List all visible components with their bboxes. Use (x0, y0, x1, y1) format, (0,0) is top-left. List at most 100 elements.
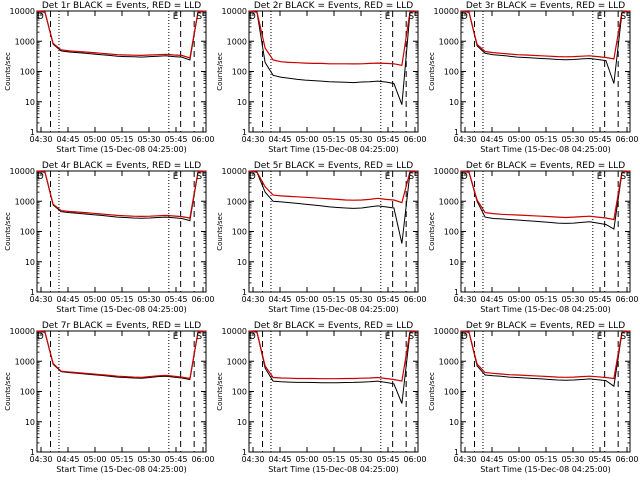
x-tick-label: 04:45 (268, 455, 291, 464)
series-line-events (460, 170, 631, 230)
y-tick-label: 10000 (10, 167, 35, 176)
y-tick-label: 1 (454, 128, 459, 137)
event-letter-marker: S (408, 172, 414, 182)
series-line-lld (460, 10, 631, 60)
x-tick-label: 05:00 (507, 455, 530, 464)
event-letter-marker: D (37, 12, 44, 22)
x-tick-label: 06:00 (403, 295, 426, 304)
chart-title: Det 1r BLACK = Events, RED = LLD (42, 1, 201, 11)
y-tick-label: 1 (30, 128, 35, 137)
y-axis-title: Counts/sec (216, 52, 224, 91)
x-tick-label: 05:30 (349, 135, 372, 144)
x-tick-label: 05:45 (588, 295, 611, 304)
event-letter-marker: D (461, 172, 468, 182)
y-tick-label: 10 (25, 418, 35, 427)
x-tick-label: 04:30 (29, 455, 52, 464)
y-tick-label: 10 (237, 418, 247, 427)
chart-panel-6r: Det 6r BLACK = Events, RED = LLD 1 10 100 10… (428, 161, 639, 314)
x-tick-label: 04:30 (453, 295, 476, 304)
y-axis-title: Counts/sec (216, 212, 224, 251)
event-letter-marker: D (461, 332, 468, 342)
y-tick-label: 10 (449, 98, 459, 107)
x-tick-label: 05:30 (349, 295, 372, 304)
chart-title: Det 6r BLACK = Events, RED = LLD (466, 161, 625, 171)
y-tick-label: 100 (20, 68, 35, 77)
x-tick-label: 05:45 (376, 455, 399, 464)
y-tick-label: 100 (232, 68, 247, 77)
x-tick-label: 05:00 (507, 295, 530, 304)
x-axis-title: Start Time (15-Dec-08 04:25:00) (268, 145, 399, 154)
chart-title: Det 5r BLACK = Events, RED = LLD (254, 161, 413, 171)
x-tick-label: 05:15 (110, 455, 133, 464)
x-tick-label: 04:45 (268, 295, 291, 304)
y-tick-label: 10000 (434, 7, 459, 16)
x-tick-label: 06:00 (403, 135, 426, 144)
x-tick-label: 05:00 (83, 135, 106, 144)
x-tick-label: 05:00 (295, 295, 318, 304)
y-tick-label: 1000 (227, 197, 247, 206)
event-letter-marker: E (597, 332, 603, 342)
y-tick-label: 10000 (434, 167, 459, 176)
event-letter-marker: E (173, 332, 179, 342)
x-tick-label: 04:30 (241, 295, 264, 304)
series-line-events (460, 10, 631, 84)
y-tick-label: 10 (449, 418, 459, 427)
x-axis-title: Start Time (15-Dec-08 04:25:00) (268, 305, 399, 314)
x-axis-title: Start Time (15-Dec-08 04:25:00) (56, 305, 187, 314)
y-tick-label: 1 (242, 128, 247, 137)
x-tick-label: 05:45 (588, 135, 611, 144)
x-tick-label: 04:30 (241, 135, 264, 144)
y-tick-label: 10 (25, 98, 35, 107)
series-line-lld (248, 330, 419, 382)
event-letter-marker: E (597, 172, 603, 182)
y-tick-label: 100 (232, 228, 247, 237)
x-axis-title: Start Time (15-Dec-08 04:25:00) (480, 465, 611, 474)
chart-title: Det 9r BLACK = Events, RED = LLD (466, 321, 625, 331)
y-tick-label: 1 (242, 448, 247, 457)
x-tick-label: 05:45 (164, 135, 187, 144)
x-tick-label: 05:30 (137, 455, 160, 464)
event-letter-marker: S (620, 12, 626, 22)
y-axis-title: Counts/sec (216, 372, 224, 411)
x-tick-label: 05:30 (137, 135, 160, 144)
chart-panel-2r: Det 2r BLACK = Events, RED = LLD 1 10 100 10… (216, 1, 427, 154)
x-tick-label: 05:45 (164, 295, 187, 304)
y-axis-title: Counts/sec (4, 52, 12, 91)
y-tick-label: 1000 (15, 37, 35, 46)
x-tick-label: 05:00 (507, 135, 530, 144)
event-letter-marker: E (385, 172, 391, 182)
y-tick-label: 100 (444, 388, 459, 397)
x-tick-label: 05:45 (376, 135, 399, 144)
x-axis-title: Start Time (15-Dec-08 04:25:00) (56, 465, 187, 474)
y-tick-label: 1 (454, 448, 459, 457)
x-tick-label: 04:45 (56, 135, 79, 144)
event-letter-marker: D (37, 172, 44, 182)
chart-panel-4r: Det 4r BLACK = Events, RED = LLD 1 10 100 10… (4, 161, 215, 314)
x-tick-label: 04:45 (480, 135, 503, 144)
event-letter-marker: S (196, 12, 202, 22)
x-axis-title: Start Time (15-Dec-08 04:25:00) (480, 305, 611, 314)
x-tick-label: 05:30 (561, 455, 584, 464)
event-letter-marker: E (173, 172, 179, 182)
y-tick-label: 1000 (227, 357, 247, 366)
series-line-events (248, 330, 419, 404)
event-letter-marker: E (385, 332, 391, 342)
x-tick-label: 06:00 (615, 455, 638, 464)
chart-title: Det 3r BLACK = Events, RED = LLD (466, 1, 625, 11)
series-line-events (460, 330, 631, 388)
event-letter-marker: S (408, 12, 414, 22)
x-tick-label: 04:45 (56, 295, 79, 304)
event-letter-marker: D (249, 172, 256, 182)
chart-panel-9r: Det 9r BLACK = Events, RED = LLD 1 10 100 10… (428, 321, 639, 474)
x-tick-label: 05:00 (83, 455, 106, 464)
chart-title: Det 4r BLACK = Events, RED = LLD (42, 161, 201, 171)
x-tick-label: 05:15 (534, 135, 557, 144)
y-axis-title: Counts/sec (428, 372, 436, 411)
y-tick-label: 1000 (439, 357, 459, 366)
x-tick-label: 06:00 (403, 455, 426, 464)
event-letter-marker: S (620, 332, 626, 342)
event-letter-marker: S (196, 172, 202, 182)
x-tick-label: 05:15 (110, 135, 133, 144)
x-tick-label: 04:30 (453, 455, 476, 464)
